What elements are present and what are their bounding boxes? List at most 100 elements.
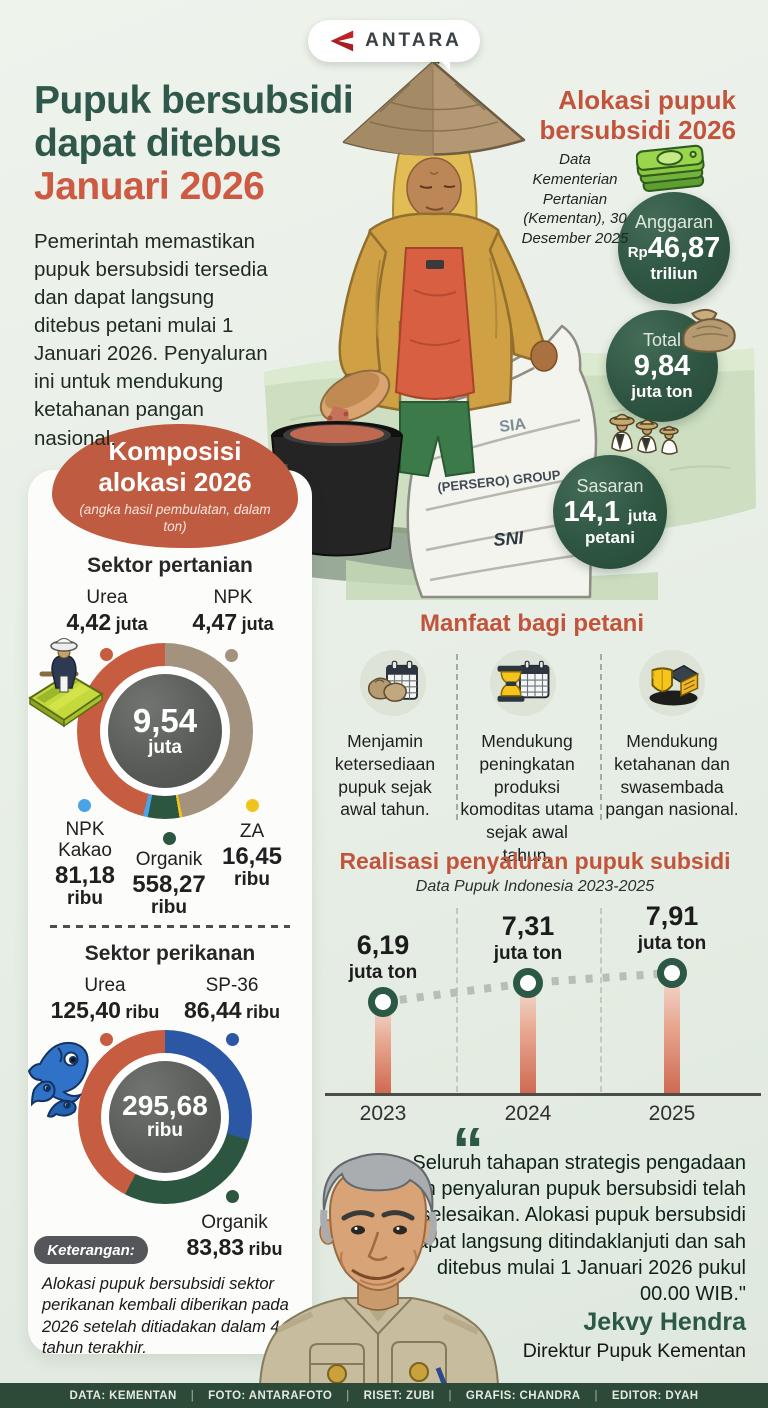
chart-marker-2023 bbox=[368, 987, 398, 1017]
title-line3: Januari 2026 bbox=[34, 164, 265, 208]
title-line2: dapat ditebus bbox=[34, 121, 282, 165]
antara-arrow-icon bbox=[330, 30, 354, 52]
donut-center-fishery: 295,68 ribu bbox=[109, 1061, 221, 1173]
fishery-sector-title: Sektor perikanan bbox=[84, 942, 256, 965]
fish-icon bbox=[27, 1042, 89, 1118]
note-label-pill: Keterangan: bbox=[34, 1236, 148, 1264]
section-divider bbox=[50, 925, 290, 928]
sack-sni-text: SNI bbox=[493, 527, 526, 550]
benefits-heading: Manfaat bagi petani bbox=[419, 610, 645, 637]
chart-xlabel-2024: 2024 bbox=[504, 1102, 552, 1125]
legend-organik-agri: Organik 558,27 ribu bbox=[132, 849, 206, 919]
stat-sasaran: Sasaran 14,1 juta petani bbox=[553, 455, 667, 569]
intro-paragraph: Pemerintah memastikan pupuk bersubsidi t… bbox=[34, 230, 268, 450]
page-title: Pupuk bersubsidi dapat ditebus Januari 2… bbox=[34, 79, 394, 209]
benefit-text: Mendukung ketahanan dan swasembada panga… bbox=[605, 731, 739, 820]
legend-dot-organik-agri bbox=[163, 832, 176, 845]
chart-marker-2024 bbox=[513, 968, 543, 998]
legend-urea-fish: Urea 125,40 ribu bbox=[50, 975, 160, 1023]
stat-sasaran-unit: petani bbox=[584, 527, 636, 547]
composition-card: Sektor pertanian Urea 4,42 juta NPK 4,47… bbox=[27, 470, 312, 1357]
legend-za-agri: ZA 16,45 ribu bbox=[221, 821, 283, 891]
chart-unit-2023: juta ton bbox=[348, 962, 418, 983]
realization-line-chart: 6,19 juta ton 7,31 juta ton 7,91 juta to… bbox=[325, 900, 765, 1132]
benefit-icon-circle bbox=[490, 650, 556, 716]
donut-hole: 9,54 juta bbox=[100, 666, 230, 796]
legend-dot-urea-agri bbox=[100, 648, 113, 661]
shield-house-icon bbox=[649, 664, 699, 706]
benefit-icon-circle bbox=[639, 650, 705, 716]
stat-anggaran-value: Rp46,87 bbox=[627, 232, 721, 265]
quote-author-role: Direktur Pupuk Kementan bbox=[522, 1340, 746, 1362]
allocation-heading: Alokasi pupuk bersubsidi 2026 bbox=[539, 85, 736, 145]
stat-total-value: 9,84 bbox=[633, 350, 691, 383]
composition-subheading: (angka hasil pembulatan, dalam ton) bbox=[79, 502, 271, 535]
credit-foto: FOTO: ANTARAFOTO bbox=[208, 1389, 333, 1402]
chart-trend-line bbox=[382, 969, 673, 1006]
farmers-group-icon bbox=[609, 413, 679, 455]
fertilizer-sack-icon bbox=[682, 308, 736, 353]
composition-header-blob: Komposisi alokasi 2026 (angka hasil pemb… bbox=[52, 424, 298, 548]
chart-bar-2024 bbox=[520, 983, 536, 1093]
stat-anggaran: Anggaran Rp46,87 triliun bbox=[618, 192, 730, 304]
stat-total-label: Total bbox=[642, 330, 682, 351]
chart-xlabel-2025: 2025 bbox=[648, 1102, 696, 1125]
donut-chart-fishery: 295,68 ribu bbox=[78, 1030, 252, 1204]
legend-dot-sp36-fish bbox=[226, 1033, 239, 1046]
calendar-sack-icon bbox=[367, 660, 418, 702]
chart-gridline bbox=[456, 908, 458, 1092]
legend-dot-za-agri bbox=[246, 799, 259, 812]
money-icon bbox=[636, 144, 705, 193]
composition-heading: Komposisi alokasi 2026 bbox=[98, 435, 252, 497]
credit-editor: EDITOR: DYAH bbox=[611, 1389, 699, 1402]
benefits-separator bbox=[600, 654, 602, 820]
donut-chart-agriculture: 9,54 juta bbox=[77, 643, 253, 819]
benefit-icon-circle bbox=[360, 650, 426, 716]
legend-dot-npk-agri bbox=[225, 649, 238, 662]
stat-anggaran-unit: triliun bbox=[650, 263, 698, 283]
portrait-jekvy-hendra bbox=[258, 1153, 500, 1386]
chart-unit-2025: juta ton bbox=[637, 933, 707, 954]
chart-value-2025: 7,91 bbox=[645, 901, 699, 931]
legend-dot-organik-fish bbox=[226, 1190, 239, 1203]
legend-sp36-fish: SP-36 86,44 ribu bbox=[183, 975, 280, 1023]
chart-bar-2023 bbox=[375, 1002, 391, 1093]
chart-bar-2025 bbox=[664, 973, 680, 1093]
agriculture-sector-title: Sektor pertanian bbox=[87, 554, 253, 577]
footer-credits: DATA: KEMENTAN | FOTO: ANTARAFOTO | RISE… bbox=[0, 1383, 768, 1408]
title-line1: Pupuk bersubsidi bbox=[34, 79, 354, 122]
chart-value-2023: 6,19 bbox=[356, 930, 410, 960]
legend-dot-urea-fish bbox=[100, 1033, 113, 1046]
legend-urea-agri: Urea 4,42 juta bbox=[66, 587, 148, 635]
antara-logo: ANTARA bbox=[308, 20, 480, 71]
legend-organik-fish: Organik 83,83 ribu bbox=[186, 1212, 283, 1260]
hourglass-calendar-icon bbox=[497, 660, 550, 702]
stat-anggaran-label: Anggaran bbox=[634, 212, 714, 233]
chart-xlabel-2023: 2023 bbox=[359, 1102, 407, 1125]
quote-icon: “ bbox=[452, 1114, 484, 1186]
stat-sasaran-value: 14,1 juta bbox=[563, 496, 657, 529]
benefits-separator bbox=[456, 654, 458, 820]
credit-riset: RISET: ZUBI bbox=[363, 1389, 435, 1402]
legend-npkkakao-agri: NPK Kakao 81,18 ribu bbox=[54, 819, 116, 910]
benefit-text: Menjamin ketersediaan pupuk sejak awal t… bbox=[334, 731, 436, 820]
legend-npk-agri: NPK 4,47 juta bbox=[192, 587, 274, 635]
stat-total: Total 9,84 juta ton bbox=[606, 310, 718, 422]
chart-gridline bbox=[600, 908, 602, 1092]
allocation-source: Data Kementerian Pertanian (Kementan), 3… bbox=[521, 151, 629, 248]
farmer-illustration: SIA (PERSERO) GROUP SNI bbox=[264, 48, 756, 600]
sack-fragment-text: SIA bbox=[498, 416, 527, 436]
chart-value-2024: 7,31 bbox=[501, 911, 555, 941]
stat-total-unit: juta ton bbox=[631, 381, 693, 401]
credit-grafis: GRAFIS: CHANDRA bbox=[465, 1389, 581, 1402]
credit-data: DATA: KEMENTAN bbox=[69, 1389, 177, 1402]
legend-dot-npkkakao-agri bbox=[78, 799, 91, 812]
realization-chart-title: Realisasi penyaluran pupuk subsidi bbox=[339, 848, 731, 874]
antara-logo-text: ANTARA bbox=[365, 30, 462, 51]
donut-center-agriculture: 9,54 juta bbox=[108, 674, 222, 788]
chart-baseline bbox=[325, 1093, 761, 1096]
quote-author: Jekvy Hendra bbox=[583, 1308, 746, 1336]
donut-hole: 295,68 ribu bbox=[101, 1053, 229, 1181]
chart-marker-2025 bbox=[657, 958, 687, 988]
